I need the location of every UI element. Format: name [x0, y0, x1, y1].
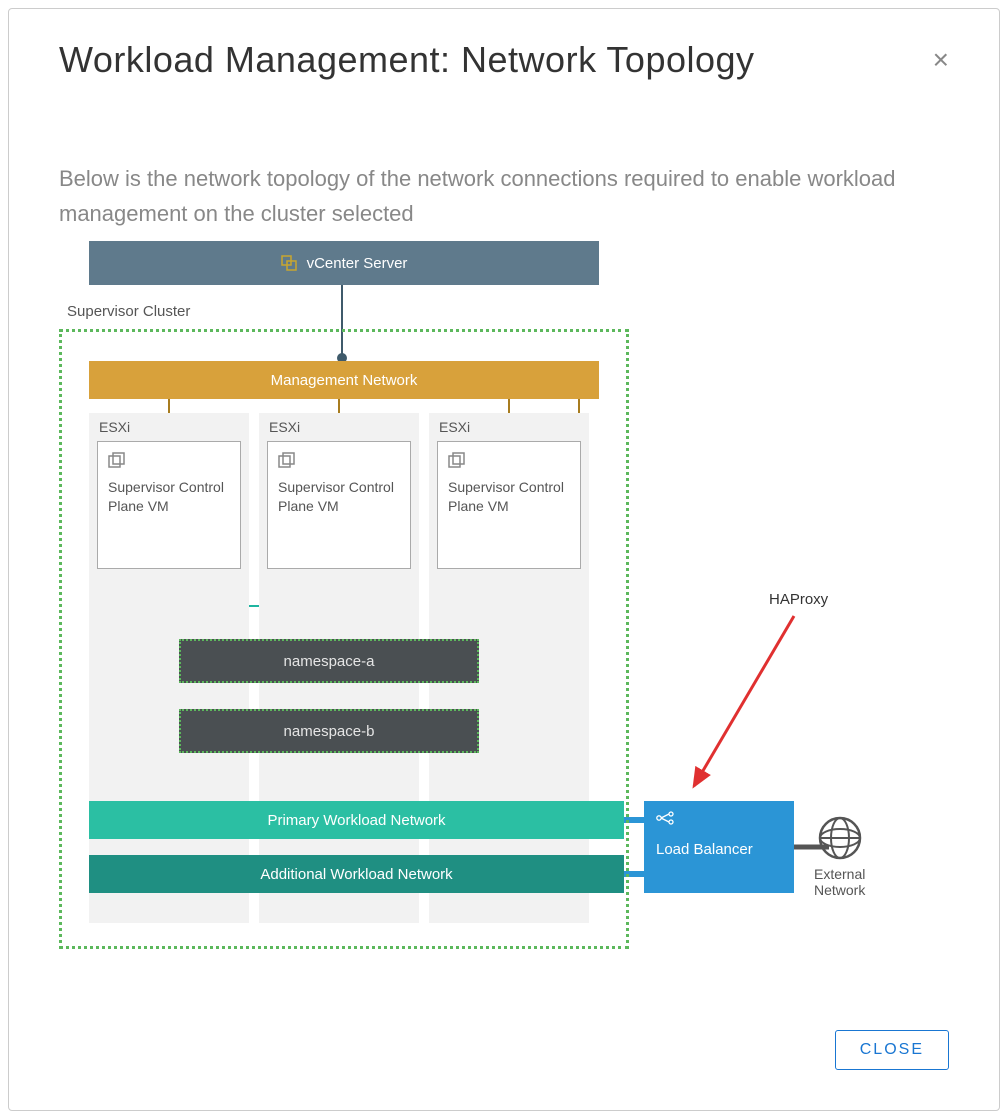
namespace-b-label: namespace-b — [284, 723, 375, 740]
haproxy-label: HAProxy — [769, 591, 828, 608]
close-button[interactable]: CLOSE — [835, 1030, 949, 1070]
load-balancer-box: Load Balancer — [644, 801, 794, 893]
supervisor-vm-label: Supervisor Control Plane VM — [278, 478, 400, 516]
vcenter-icon — [281, 255, 297, 271]
supervisor-vm-box: Supervisor Control Plane VM — [97, 441, 241, 569]
additional-workload-network-label: Additional Workload Network — [260, 866, 452, 883]
esxi-label: ESXi — [439, 419, 470, 435]
load-balancer-icon — [656, 811, 676, 825]
external-network-icon — [818, 816, 862, 860]
additional-workload-network-bar: Additional Workload Network — [89, 855, 624, 893]
vm-icon — [108, 452, 126, 470]
esxi-label: ESXi — [269, 419, 300, 435]
primary-workload-network-label: Primary Workload Network — [267, 812, 445, 829]
vm-icon — [448, 452, 466, 470]
network-topology-diagram: vCenter Server Supervisor Cluster Manage… — [59, 241, 949, 961]
supervisor-vm-label: Supervisor Control Plane VM — [108, 478, 230, 516]
vcenter-label: vCenter Server — [307, 255, 408, 272]
management-network-bar: Management Network — [89, 361, 599, 399]
external-network-box: ExternalNetwork — [814, 816, 865, 898]
vm-icon — [278, 452, 296, 470]
supervisor-vm-box: Supervisor Control Plane VM — [267, 441, 411, 569]
management-network-label: Management Network — [271, 372, 418, 389]
primary-workload-network-bar: Primary Workload Network — [89, 801, 624, 839]
supervisor-vm-box: Supervisor Control Plane VM — [437, 441, 581, 569]
supervisor-vm-label: Supervisor Control Plane VM — [448, 478, 570, 516]
modal-dialog: Workload Management: Network Topology × … — [8, 8, 1000, 1111]
vcenter-server-box: vCenter Server — [89, 241, 599, 285]
esxi-label: ESXi — [99, 419, 130, 435]
modal-description: Below is the network topology of the net… — [59, 161, 949, 231]
external-network-label: ExternalNetwork — [814, 866, 865, 898]
namespace-a-box: namespace-a — [179, 639, 479, 683]
load-balancer-text: Load Balancer — [656, 841, 753, 858]
close-icon[interactable]: × — [933, 44, 949, 76]
modal-header: Workload Management: Network Topology × — [59, 39, 949, 81]
namespace-a-label: namespace-a — [284, 653, 375, 670]
modal-title: Workload Management: Network Topology — [59, 39, 755, 81]
supervisor-cluster-label: Supervisor Cluster — [67, 303, 190, 320]
load-balancer-label: Load Balancer — [656, 841, 782, 858]
namespace-b-box: namespace-b — [179, 709, 479, 753]
